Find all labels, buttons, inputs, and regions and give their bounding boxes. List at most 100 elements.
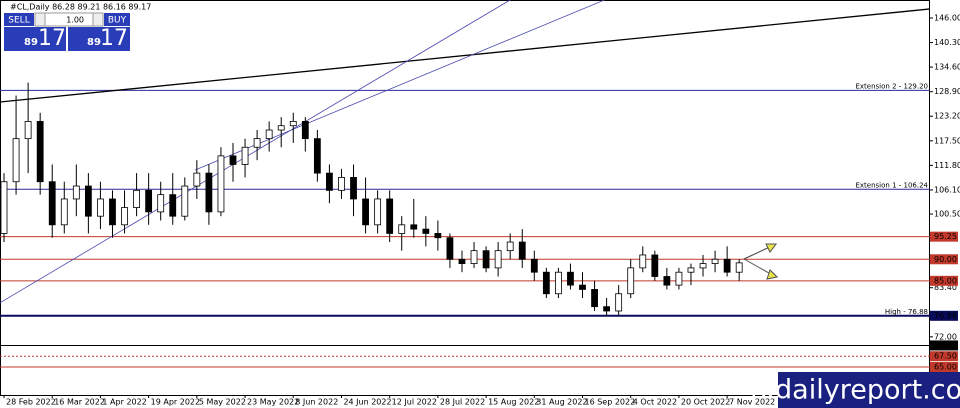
lot-value: 1.00: [66, 16, 84, 25]
candle-body: [72, 185, 80, 200]
candle-body: [639, 254, 647, 269]
buy-button[interactable]: [104, 13, 130, 26]
candle-body: [277, 125, 285, 131]
x-tick-label: 1 Apr 2022: [102, 398, 146, 407]
candle-body: [723, 258, 731, 273]
x-tick-label: 15 Aug 2022: [488, 398, 539, 407]
level-label: 70.00: [934, 341, 957, 350]
candle-body: [470, 250, 478, 264]
level-label: 90.00: [934, 255, 957, 264]
candle-body: [398, 224, 406, 234]
candle-body: [265, 129, 273, 140]
x-tick-label: 7 Nov 2022: [729, 398, 775, 407]
y-tick-label: 134.60: [934, 63, 960, 72]
candle-body: [12, 138, 20, 183]
x-tick-label: 5 May 2022: [199, 398, 246, 407]
candle-body: [434, 233, 442, 239]
candle-body: [458, 258, 466, 264]
x-tick-label: 28 Feb 2022: [6, 398, 56, 407]
candle-body: [193, 172, 201, 187]
candle-body: [241, 146, 249, 165]
y-tick-label: 100.50: [934, 210, 960, 219]
sell-button[interactable]: [4, 13, 34, 26]
watermark: fxdailyreport.com: [750, 375, 960, 406]
buy-price[interactable]: [68, 27, 130, 51]
candle-body: [482, 250, 490, 269]
candle-body: [326, 172, 333, 191]
plot-frame: [0, 0, 930, 396]
candle-body: [24, 121, 32, 140]
sell-price-big: 17: [38, 26, 66, 51]
level-label: 65.00: [934, 362, 957, 371]
candle-body: [169, 194, 177, 217]
trendline: [194, 0, 605, 171]
x-tick-label: 16 Sep 2022: [585, 398, 636, 407]
candle-body: [615, 293, 623, 312]
candle-body: [518, 241, 526, 260]
candle-body: [181, 185, 189, 217]
candle-body: [651, 254, 659, 277]
candle-body: [229, 155, 237, 165]
y-tick-label: 117.50: [934, 136, 960, 145]
level-label: 95.25: [934, 232, 957, 241]
level-tag: [930, 254, 958, 265]
candle-body: [410, 224, 418, 230]
candle-body: [386, 198, 394, 234]
level-tag: [930, 351, 958, 362]
candle-body: [603, 306, 611, 312]
sell-price[interactable]: [4, 27, 66, 51]
x-tick-label: 12 Jul 2022: [392, 398, 437, 407]
level-tag: [930, 310, 958, 321]
candle-body: [0, 181, 8, 234]
watermark-bg: [778, 372, 960, 408]
candle-body: [555, 271, 562, 295]
level-tag: [930, 275, 958, 286]
candle-body: [374, 198, 382, 226]
candle-body: [711, 258, 719, 264]
buy-label: BUY: [108, 16, 127, 26]
candle-body: [301, 121, 309, 140]
y-tick-label: 123.20: [934, 112, 960, 121]
x-tick-label: 28 Jul 2022: [440, 398, 485, 407]
candle-body: [687, 267, 695, 273]
level-tag: [930, 231, 958, 242]
y-tick-label: 146.00: [934, 14, 960, 23]
y-tick-label: 106.10: [934, 185, 960, 194]
y-tick-label: 128.90: [934, 87, 960, 96]
candle-body: [253, 138, 261, 148]
buy-price-small: 89: [87, 37, 101, 48]
candle-body: [84, 185, 92, 217]
lot-down[interactable]: [34, 12, 46, 27]
candle-body: [36, 121, 44, 183]
candle-body: [313, 138, 321, 174]
trendline: [0, 0, 511, 304]
candle-body: [506, 241, 514, 252]
lot-up[interactable]: [92, 12, 104, 27]
candle-body: [494, 250, 502, 269]
candle-body: [579, 284, 586, 290]
plot-layer: Extension 2 - 129.20 Extension 1 - 106.24…: [0, 0, 931, 368]
y-tick-label: 83.40: [934, 283, 957, 292]
symbol-info: #CL,Daily 86.28 89.21 86.16 89.17: [10, 3, 151, 12]
x-tick-label: 16 Mar 2022: [54, 398, 105, 407]
candle-body: [663, 276, 671, 286]
y-tick-label: 111.80: [934, 161, 960, 170]
candle-body: [542, 271, 550, 295]
candle-body: [446, 237, 454, 260]
candle-body: [60, 198, 68, 226]
trendline: [0, 8, 931, 103]
buy-price-big: 17: [100, 26, 128, 51]
level-tag: [930, 340, 958, 351]
candle-body: [133, 189, 140, 208]
candle-body: [121, 207, 128, 226]
level-label: 76.88: [934, 311, 957, 320]
candle-body: [362, 198, 369, 226]
candle-body: [699, 263, 707, 269]
candle-body: [205, 172, 213, 213]
candle-body: [217, 155, 225, 213]
level-text: Extension 2 - 129.20: [855, 82, 928, 90]
level-tag: [930, 361, 958, 372]
x-tick-label: 23 May 2022: [247, 398, 299, 407]
candle-body: [48, 181, 56, 226]
